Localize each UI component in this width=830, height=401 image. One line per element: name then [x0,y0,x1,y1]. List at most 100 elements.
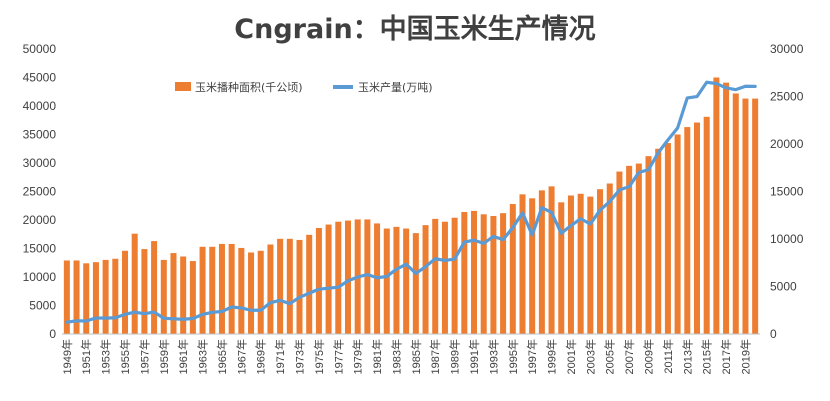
y-right-axis: 0 5000 10000 15000 20000 25000 30000 [770,42,804,341]
bar-planted-area [131,233,138,334]
y-left-tick-label: 40000 [23,99,57,113]
production-line [65,80,757,324]
bar-planted-area [286,238,293,334]
bar-planted-area [325,224,332,334]
bar-planted-area [616,171,623,334]
y-left-tick-label: 20000 [23,213,57,227]
bar-planted-area [403,228,410,334]
bar-planted-area [92,262,99,334]
bar-planted-area [548,186,555,334]
bar-planted-area [674,134,681,334]
x-tick-label: 1993年 [486,339,500,374]
x-tick-label: 2009年 [642,339,656,374]
bar-planted-area [277,238,284,334]
x-tick-label: 1969年 [254,339,268,374]
area-bars [63,77,759,335]
x-tick-label: 1999年 [545,339,559,374]
bar-planted-area [422,225,429,334]
bar-planted-area [509,204,516,334]
bar-planted-area [306,234,313,334]
bar-planted-area [645,156,652,334]
bar-planted-area [141,249,148,334]
x-axis: 1949年 1951年 1953年 1955年 1957年 1959年 1961年 1963年… [60,339,753,374]
bar-planted-area [723,82,730,334]
bar-planted-area [189,261,196,334]
x-tick-label: 2011年 [661,339,675,374]
bar-planted-area [170,253,177,334]
bar-planted-area [383,228,390,334]
bar-planted-area [732,93,739,335]
bar-planted-area [461,212,468,334]
y-left-tick-label: 5000 [29,299,56,313]
x-tick-label: 1987年 [428,339,442,374]
bar-planted-area [83,263,90,334]
y-left-tick-label: 50000 [23,42,57,56]
bar-planted-area [412,233,419,334]
bar-planted-area [315,227,322,334]
line-production [65,80,757,324]
bar-planted-area [441,221,448,334]
bar-planted-area [684,127,691,334]
bar-planted-area [664,143,671,334]
bar-planted-area [519,194,526,334]
y-left-tick-label: 0 [49,327,56,341]
x-tick-label: 1971年 [273,339,287,374]
legend: 玉米播种面积(千公顷) 玉米产量(万吨) [175,80,433,94]
bar-planted-area [500,213,507,334]
y-right-tick-label: 5000 [770,280,797,294]
bar-planted-area [63,260,70,334]
bar-planted-area [238,247,245,334]
bar-planted-area [742,98,749,334]
bar-planted-area [209,246,216,334]
x-tick-label: 1979年 [351,339,365,374]
legend-swatch-area [175,82,191,91]
bar-planted-area [626,165,633,334]
y-left-tick-label: 10000 [23,270,57,284]
y-right-tick-label: 25000 [770,90,804,104]
y-left-tick-label: 15000 [23,242,57,256]
chart-title: Cngrain：中国玉米生产情况 [234,14,595,45]
x-tick-label: 1951年 [79,339,93,374]
legend-label-production: 玉米产量(万吨) [358,80,433,94]
bar-planted-area [364,219,371,334]
x-tick-label: 1965年 [215,339,229,374]
bar-planted-area [160,259,167,334]
bar-planted-area [597,189,604,334]
bar-planted-area [577,193,584,334]
bar-planted-area [480,214,487,334]
x-tick-label: 2001年 [564,339,578,374]
x-tick-label: 1975年 [312,339,326,374]
bar-planted-area [180,256,187,334]
x-tick-label: 2013年 [680,339,694,374]
bar-planted-area [122,250,129,334]
x-tick-label: 1973年 [293,339,307,374]
bar-planted-area [587,196,594,334]
y-right-tick-label: 30000 [770,42,804,56]
x-tick-label: 1957年 [137,339,151,374]
y-left-tick-label: 45000 [23,71,57,85]
x-tick-label: 1977年 [331,339,345,374]
x-tick-label: 1997年 [525,339,539,374]
x-tick-label: 1955年 [118,339,132,374]
y-left-tick-label: 30000 [23,156,57,170]
x-tick-label: 2005年 [603,339,617,374]
bar-planted-area [102,259,109,334]
x-tick-label: 2019年 [738,339,752,374]
bar-planted-area [538,190,545,334]
y-right-tick-label: 15000 [770,185,804,199]
y-left-tick-label: 25000 [23,185,57,199]
legend-label-area: 玉米播种面积(千公顷) [195,80,303,94]
bar-planted-area [73,260,80,334]
y-left-axis: 0 5000 10000 15000 20000 25000 30000 35000 40000… [23,42,57,341]
bar-planted-area [558,202,565,334]
bar-planted-area [228,243,235,334]
x-tick-label: 1989年 [448,339,462,374]
bar-planted-area [151,241,158,334]
x-tick-label: 1961年 [176,339,190,374]
bar-planted-area [703,116,710,334]
bar-planted-area [432,218,439,334]
bar-planted-area [393,226,400,334]
x-tick-label: 1983年 [389,339,403,374]
bar-planted-area [257,250,264,334]
